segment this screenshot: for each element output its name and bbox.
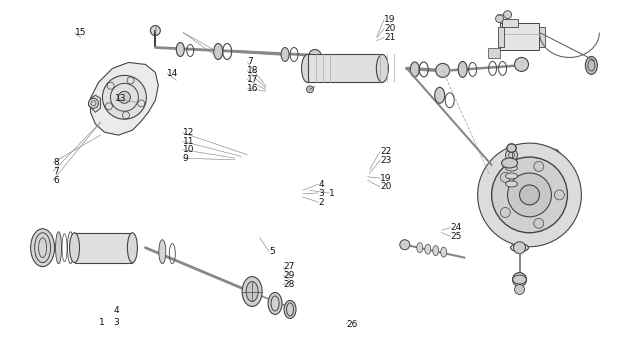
Circle shape (520, 185, 540, 205)
Circle shape (119, 91, 130, 103)
Text: 23: 23 (380, 156, 391, 165)
Ellipse shape (246, 282, 258, 302)
Text: 7: 7 (247, 57, 253, 67)
Ellipse shape (585, 56, 598, 74)
Text: 20: 20 (380, 183, 391, 191)
Circle shape (506, 149, 517, 161)
Polygon shape (489, 210, 520, 242)
Text: 7: 7 (53, 167, 59, 176)
Text: 2: 2 (318, 198, 324, 207)
Circle shape (512, 273, 527, 287)
Text: 25: 25 (451, 232, 462, 241)
Text: 17: 17 (247, 75, 259, 84)
Polygon shape (489, 148, 530, 178)
Ellipse shape (506, 173, 517, 179)
Circle shape (150, 26, 160, 36)
Text: 29: 29 (283, 271, 295, 280)
Ellipse shape (214, 44, 222, 60)
Text: 11: 11 (182, 137, 194, 146)
Bar (499, 22, 540, 51)
Circle shape (307, 86, 313, 93)
Text: 15: 15 (75, 28, 86, 37)
Text: 12: 12 (182, 128, 194, 137)
Text: 9: 9 (182, 154, 188, 163)
Text: 6: 6 (53, 176, 59, 185)
Text: 1: 1 (99, 318, 105, 327)
Ellipse shape (281, 48, 289, 62)
Circle shape (88, 98, 98, 108)
Bar (502, 19, 517, 27)
Ellipse shape (176, 42, 184, 56)
Circle shape (103, 75, 146, 119)
Polygon shape (90, 63, 158, 135)
Text: 3: 3 (318, 188, 324, 198)
Text: 22: 22 (380, 147, 391, 156)
Circle shape (507, 143, 516, 153)
Ellipse shape (417, 243, 423, 253)
Text: 27: 27 (283, 262, 295, 271)
Ellipse shape (159, 240, 166, 264)
Bar (75, 233, 132, 262)
Ellipse shape (425, 244, 431, 254)
Text: 19: 19 (380, 174, 391, 183)
Circle shape (534, 218, 544, 228)
Text: 19: 19 (384, 15, 396, 24)
Ellipse shape (458, 62, 467, 78)
Bar (308, 54, 383, 82)
Ellipse shape (434, 87, 445, 103)
Circle shape (504, 11, 512, 19)
Circle shape (515, 285, 525, 294)
Ellipse shape (31, 229, 54, 267)
Text: 24: 24 (451, 223, 462, 232)
Ellipse shape (510, 244, 528, 252)
Text: 10: 10 (182, 145, 194, 154)
Text: 28: 28 (283, 280, 295, 289)
Ellipse shape (506, 165, 517, 171)
Text: 20: 20 (384, 24, 396, 33)
Circle shape (501, 207, 510, 218)
Circle shape (534, 162, 544, 171)
Ellipse shape (268, 292, 282, 314)
Circle shape (514, 242, 525, 254)
Circle shape (400, 240, 410, 250)
Circle shape (491, 157, 567, 233)
Polygon shape (483, 145, 572, 242)
Text: 1: 1 (329, 188, 335, 198)
Text: 3: 3 (114, 318, 119, 327)
Circle shape (554, 190, 564, 200)
Ellipse shape (502, 158, 517, 168)
Text: 16: 16 (247, 84, 259, 92)
Text: 8: 8 (53, 158, 59, 167)
Text: 13: 13 (115, 95, 126, 103)
Circle shape (496, 15, 504, 22)
Bar (540, 27, 546, 47)
Text: 26: 26 (346, 320, 357, 328)
Text: 18: 18 (247, 66, 259, 75)
Ellipse shape (376, 54, 388, 82)
Circle shape (515, 57, 528, 71)
Ellipse shape (410, 62, 419, 77)
Bar (488, 49, 499, 58)
Polygon shape (88, 95, 101, 112)
Ellipse shape (441, 247, 447, 257)
Ellipse shape (284, 301, 296, 318)
Text: 21: 21 (384, 33, 396, 42)
Text: 5: 5 (269, 247, 274, 256)
Ellipse shape (302, 54, 313, 82)
Circle shape (478, 143, 582, 247)
Bar (497, 27, 504, 47)
Text: 4: 4 (318, 180, 324, 189)
Text: 14: 14 (167, 69, 179, 78)
Ellipse shape (56, 232, 62, 264)
Ellipse shape (127, 233, 137, 262)
Circle shape (436, 64, 450, 78)
Circle shape (507, 173, 551, 217)
Circle shape (501, 172, 510, 182)
Ellipse shape (242, 276, 262, 306)
Circle shape (309, 50, 321, 62)
Ellipse shape (70, 233, 80, 262)
Text: 4: 4 (114, 306, 119, 316)
Ellipse shape (433, 246, 439, 256)
Ellipse shape (506, 181, 517, 187)
